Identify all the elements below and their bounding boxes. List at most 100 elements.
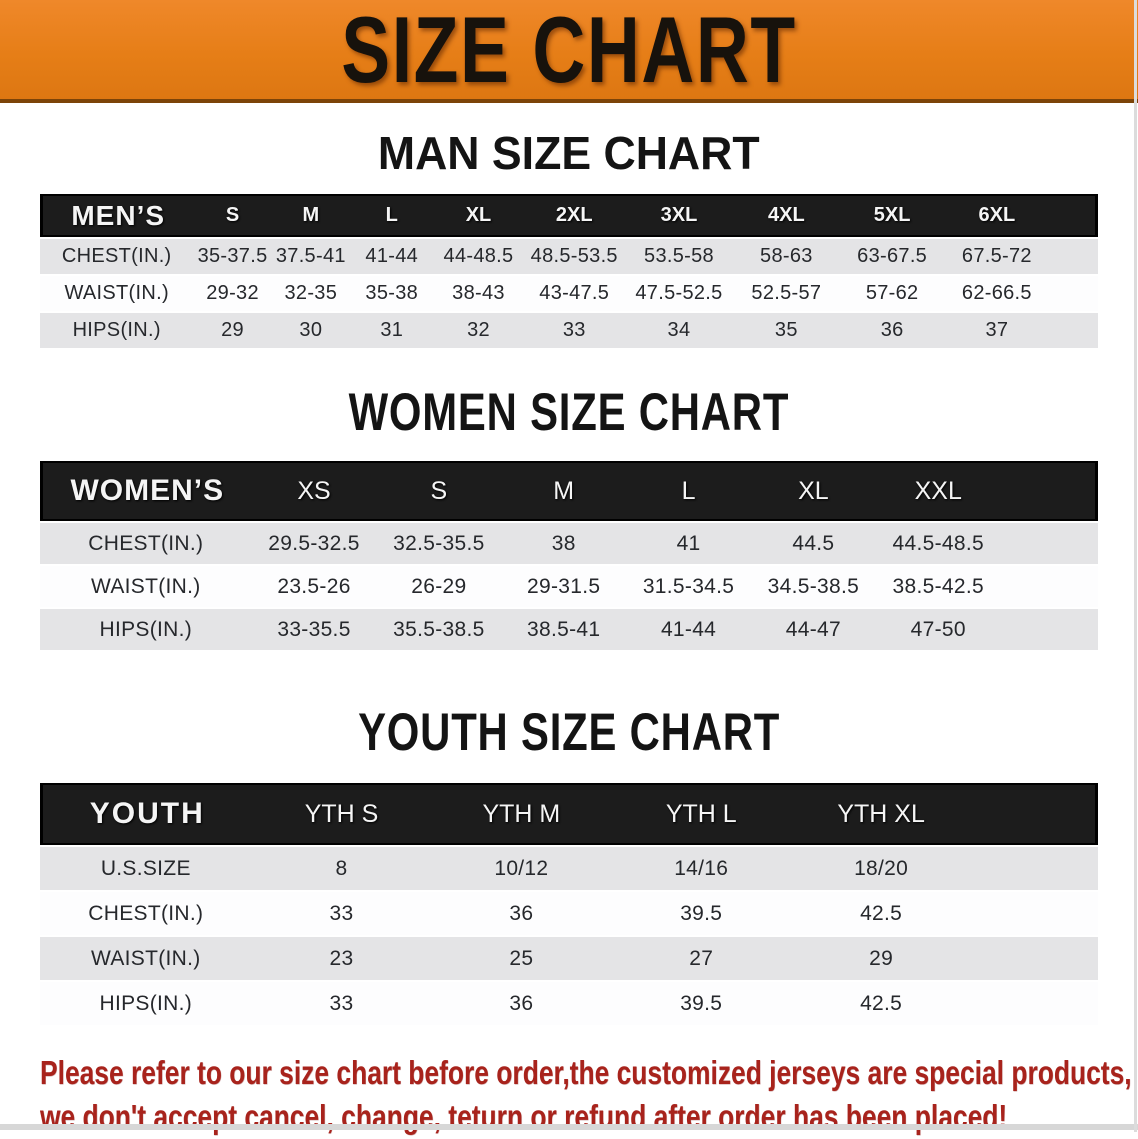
men-section: MAN SIZE CHART MEN’S S M L XL 2XL 3XL 4X…: [0, 130, 1138, 350]
size-cell: 37: [944, 313, 1050, 348]
spacer-cell: [1049, 239, 1098, 274]
women-header-row: WOMEN’S XS S M L XL XXL: [40, 461, 1098, 521]
size-header-cell: 4XL: [732, 194, 840, 237]
size-cell: 34: [625, 313, 733, 348]
size-cell: 47.5-52.5: [625, 276, 733, 311]
size-cell: 32: [433, 313, 524, 348]
spacer-cell: [1049, 194, 1098, 237]
table-row: U.S.SIZE 8 10/12 14/16 18/20: [40, 847, 1098, 890]
men-heading: MAN SIZE CHART: [0, 130, 1138, 176]
size-cell: 35.5-38.5: [376, 609, 502, 650]
size-cell: 8: [251, 847, 432, 890]
size-cell: 33-35.5: [251, 609, 377, 650]
size-header-cell: S: [376, 461, 502, 521]
spacer-cell: [1000, 609, 1098, 650]
size-cell: 42.5: [791, 982, 972, 1025]
size-cell: 10/12: [431, 847, 612, 890]
table-row: CHEST(IN.) 29.5-32.5 32.5-35.5 38 41 44.…: [40, 523, 1098, 564]
youth-heading: YOUTH SIZE CHART: [0, 706, 1138, 759]
spacer-cell: [971, 937, 1098, 980]
youth-size-table: YOUTH YTH S YTH M YTH L YTH XL U.S.SIZE …: [40, 781, 1098, 1027]
size-header-cell: YTH M: [431, 783, 612, 845]
size-cell: 29.5-32.5: [251, 523, 377, 564]
size-header-cell: YTH L: [611, 783, 792, 845]
size-header-cell: 5XL: [839, 194, 945, 237]
size-cell: 14/16: [611, 847, 792, 890]
row-label-cell: WAIST(IN.): [40, 566, 252, 607]
size-cell: 38: [501, 523, 627, 564]
youth-header-label: YOUTH: [40, 783, 252, 845]
table-row: CHEST(IN.) 33 36 39.5 42.5: [40, 892, 1098, 935]
size-cell: 37.5-41: [271, 239, 350, 274]
spacer-cell: [1049, 276, 1098, 311]
size-cell: 58-63: [732, 239, 840, 274]
note-line-1: Please refer to our size chart before or…: [40, 1054, 1132, 1091]
size-cell: 23: [251, 937, 432, 980]
size-cell: 32.5-35.5: [376, 523, 502, 564]
size-header-cell: YTH S: [251, 783, 432, 845]
table-row: HIPS(IN.) 29 30 31 32 33 34 35 36 37: [40, 313, 1098, 348]
size-cell: 33: [251, 892, 432, 935]
size-cell: 52.5-57: [732, 276, 840, 311]
size-cell: 36: [431, 892, 612, 935]
women-heading: WOMEN SIZE CHART: [0, 386, 1138, 439]
size-cell: 57-62: [839, 276, 945, 311]
size-header-cell: XL: [750, 461, 876, 521]
size-header-cell: L: [626, 461, 751, 521]
size-cell: 27: [611, 937, 792, 980]
spacer-cell: [1000, 523, 1098, 564]
size-cell: 44.5: [750, 523, 876, 564]
footer-note: Please refer to our size chart before or…: [40, 1051, 1138, 1139]
size-cell: 26-29: [376, 566, 502, 607]
spacer-cell: [971, 892, 1098, 935]
size-cell: 33: [523, 313, 626, 348]
row-label-cell: CHEST(IN.): [40, 892, 252, 935]
size-header-cell: L: [349, 194, 434, 237]
size-cell: 25: [431, 937, 612, 980]
spacer-cell: [1000, 461, 1098, 521]
size-cell: 41-44: [349, 239, 434, 274]
size-header-cell: XXL: [875, 461, 1001, 521]
table-row: HIPS(IN.) 33-35.5 35.5-38.5 38.5-41 41-4…: [40, 609, 1098, 650]
size-cell: 35: [732, 313, 840, 348]
table-row: WAIST(IN.) 23.5-26 26-29 29-31.5 31.5-34…: [40, 566, 1098, 607]
size-cell: 31.5-34.5: [626, 566, 751, 607]
women-header-label: WOMEN’S: [40, 461, 252, 521]
size-cell: 35-38: [349, 276, 434, 311]
size-cell: 29-31.5: [501, 566, 627, 607]
size-cell: 32-35: [271, 276, 350, 311]
size-cell: 38-43: [433, 276, 524, 311]
size-cell: 47-50: [875, 609, 1001, 650]
row-label-cell: CHEST(IN.): [40, 523, 252, 564]
spacer-cell: [971, 783, 1098, 845]
size-cell: 44.5-48.5: [875, 523, 1001, 564]
size-cell: 34.5-38.5: [750, 566, 876, 607]
table-row: CHEST(IN.) 35-37.5 37.5-41 41-44 44-48.5…: [40, 239, 1098, 274]
size-header-cell: 3XL: [625, 194, 733, 237]
spacer-cell: [1000, 566, 1098, 607]
size-cell: 38.5-42.5: [875, 566, 1001, 607]
size-header-cell: YTH XL: [791, 783, 972, 845]
spacer-cell: [971, 847, 1098, 890]
size-cell: 39.5: [611, 982, 792, 1025]
men-header-label: MEN’S: [40, 194, 194, 237]
size-cell: 44-47: [750, 609, 876, 650]
size-cell: 42.5: [791, 892, 972, 935]
size-cell: 62-66.5: [944, 276, 1050, 311]
size-header-cell: XL: [433, 194, 524, 237]
row-label-cell: U.S.SIZE: [40, 847, 252, 890]
size-cell: 31: [349, 313, 434, 348]
size-header-cell: XS: [251, 461, 377, 521]
size-cell: 48.5-53.5: [523, 239, 626, 274]
size-cell: 44-48.5: [433, 239, 524, 274]
spacer-cell: [971, 982, 1098, 1025]
size-cell: 43-47.5: [523, 276, 626, 311]
size-cell: 36: [839, 313, 945, 348]
youth-header-row: YOUTH YTH S YTH M YTH L YTH XL: [40, 783, 1098, 845]
size-cell: 53.5-58: [625, 239, 733, 274]
women-section: WOMEN SIZE CHART WOMEN’S XS S M L XL XXL: [0, 386, 1138, 652]
size-cell: 33: [251, 982, 432, 1025]
size-cell: 38.5-41: [501, 609, 627, 650]
size-cell: 35-37.5: [193, 239, 272, 274]
note-line-2: we don't accept cancel, change, teturn o…: [40, 1098, 1008, 1135]
